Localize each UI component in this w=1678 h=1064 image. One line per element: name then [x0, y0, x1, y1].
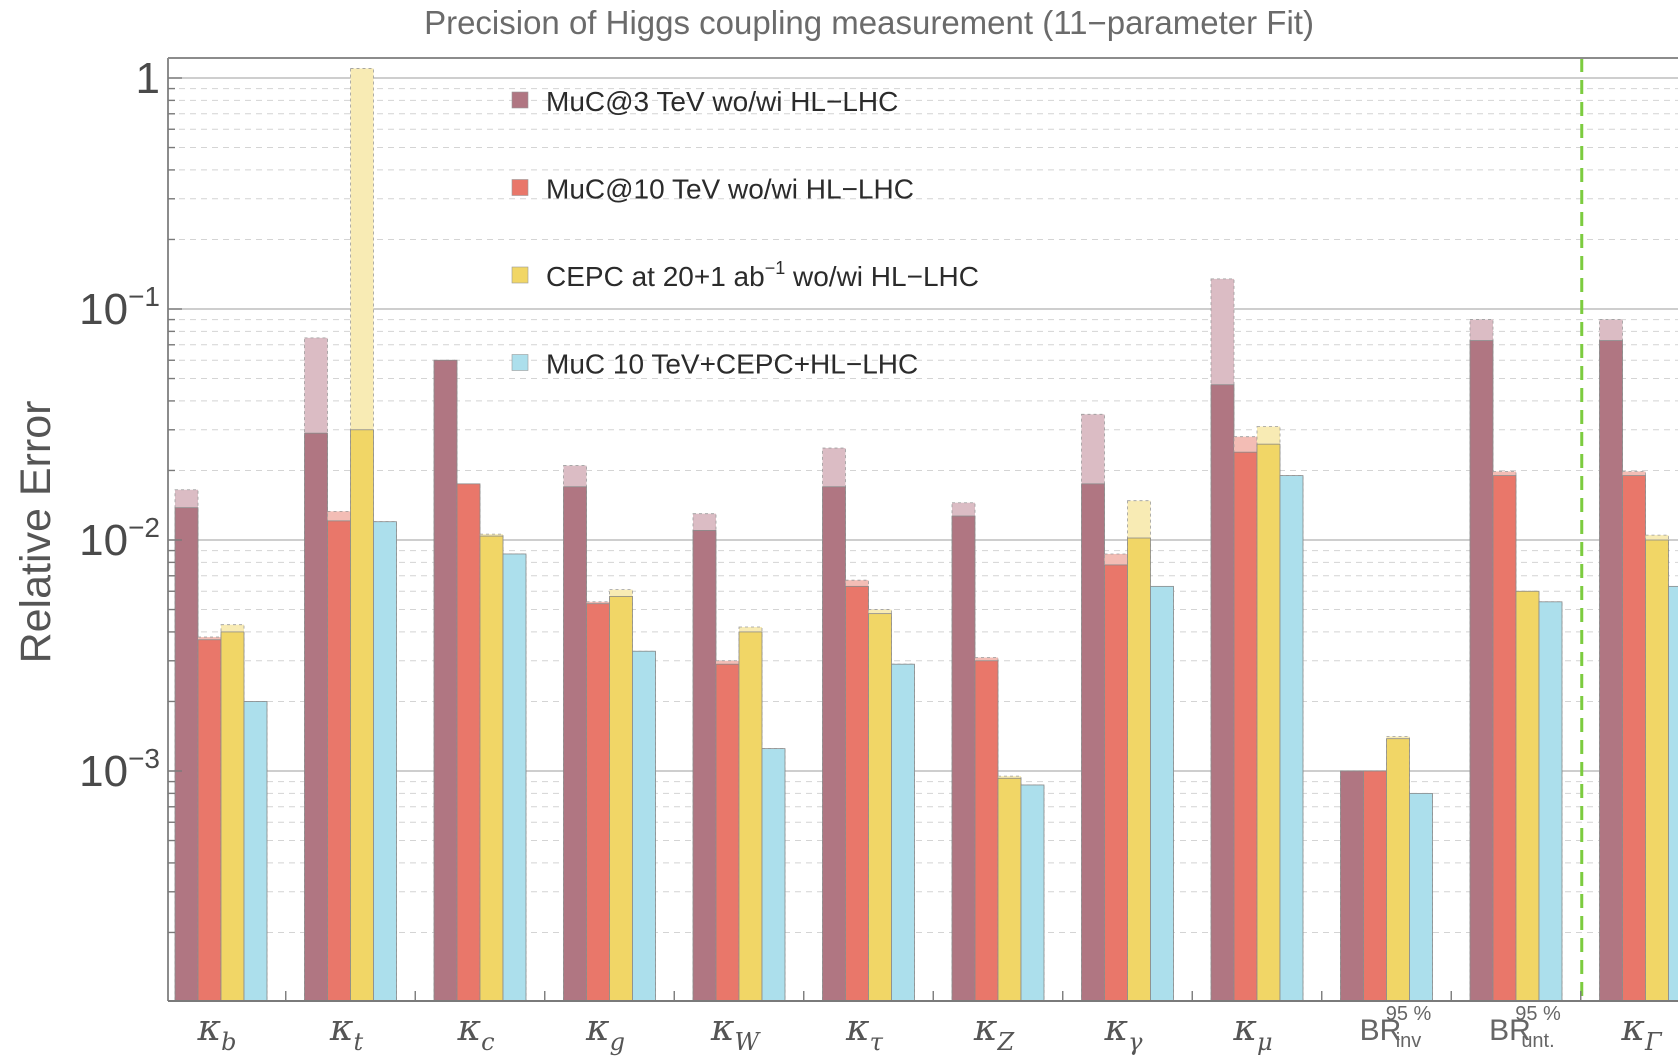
bar-wi [327, 520, 351, 1002]
bar-wi [1279, 475, 1304, 1002]
x-tick-label: κb [197, 1008, 237, 1056]
legend-entry: MuC@10 TeV wo/wi HL−LHC [546, 174, 914, 205]
bar-wi [1363, 770, 1387, 1002]
x-tick-label: BR [1360, 1014, 1402, 1047]
bar-wi [502, 553, 527, 1002]
bar-wi [1340, 770, 1364, 1002]
bar-wi [1492, 475, 1517, 1002]
bar-wi [951, 515, 976, 1002]
frame-layer [167, 57, 1678, 1002]
bar-wi [868, 613, 892, 1002]
y-tick-labels: 1 10−1 10−2 10−3 [79, 54, 160, 796]
bar-wi [891, 663, 915, 1002]
x-tick-label: κZ [973, 1008, 1016, 1056]
x-tick-sub: inv [1396, 1030, 1422, 1052]
bar-wi [1668, 585, 1678, 1002]
bar-wi [1233, 451, 1258, 1002]
bar-wi [433, 359, 458, 1002]
legend-entry: CEPC at 20+1 ab−1 wo/wi HL−LHC [546, 258, 979, 292]
bar-wi [1645, 539, 1669, 1002]
bar-wi [350, 429, 374, 1002]
bar-wi [1409, 792, 1433, 1002]
bar-wi [1081, 483, 1105, 1002]
x-tick-label: κμ [1232, 1008, 1272, 1056]
bar-wi [373, 521, 397, 1002]
bar-wi [715, 663, 740, 1002]
bar-wi [761, 748, 786, 1002]
bar-wi [1150, 585, 1174, 1002]
x-tick-label: κΓ [1620, 1008, 1663, 1056]
x-tick-sup: 95 % [1515, 1003, 1561, 1025]
bar-wi [822, 486, 846, 1002]
y-tick-label: 10−2 [79, 512, 160, 565]
bar-wi [479, 535, 504, 1002]
bar-wi [632, 650, 656, 1002]
x-tick-label: κγ [1104, 1008, 1144, 1056]
bar-wi [1386, 738, 1410, 1002]
x-tick-label: κτ [845, 1008, 884, 1056]
x-tick-label: BR [1489, 1014, 1531, 1047]
y-tick-label: 10−3 [79, 743, 160, 796]
bar-wi [1104, 564, 1128, 1002]
legend-swatch [511, 354, 529, 371]
bar-wi [997, 777, 1022, 1002]
x-tick-label: κc [456, 1008, 494, 1056]
x-tick-label: κg [585, 1008, 625, 1056]
bar-wi [197, 639, 222, 1002]
bar-wi [1538, 601, 1563, 1002]
bar-wi [738, 631, 763, 1002]
bar-wi [220, 631, 245, 1002]
legend-swatch [511, 266, 529, 284]
bar-wi [304, 432, 328, 1002]
chart-title: Precision of Higgs coupling measurement … [424, 4, 1314, 41]
bar-wi [1020, 784, 1045, 1002]
bar-wi [692, 530, 717, 1002]
bars-layer [174, 68, 1678, 1002]
y-tick-label: 1 [136, 54, 160, 103]
bar-wi [1127, 537, 1151, 1002]
bar-wi [586, 603, 610, 1002]
bar-wi [563, 486, 587, 1002]
legend: MuC@3 TeV wo/wi HL−LHC MuC@10 TeV wo/wi H… [511, 86, 979, 380]
x-tick-sup: 95 % [1386, 1003, 1432, 1025]
x-tick-sub: unt. [1521, 1030, 1554, 1052]
bar-wi [1515, 590, 1540, 1002]
bar-wi [456, 483, 481, 1002]
y-axis-label: Relative Error [12, 401, 60, 664]
bar-wi [1469, 340, 1494, 1002]
legend-entry: MuC 10 TeV+CEPC+HL−LHC [546, 349, 918, 380]
legend-entry: MuC@3 TeV wo/wi HL−LHC [546, 86, 898, 117]
grid-layer [168, 77, 1678, 933]
bar-wi [1256, 443, 1281, 1002]
bar-wi [174, 507, 199, 1002]
y-tick-label: 10−1 [79, 281, 160, 334]
x-tick-label: κW [710, 1008, 762, 1056]
x-tick-label: κt [329, 1008, 364, 1056]
bar-wi [609, 595, 633, 1002]
legend-swatch [511, 91, 529, 109]
legend-swatch [511, 179, 529, 196]
bar-wi [243, 701, 268, 1002]
bar-wi [1622, 475, 1646, 1002]
bar-wi [974, 660, 999, 1002]
bar-wi [1210, 384, 1235, 1002]
bar-wi [1599, 340, 1623, 1002]
bar-wi [845, 585, 869, 1002]
